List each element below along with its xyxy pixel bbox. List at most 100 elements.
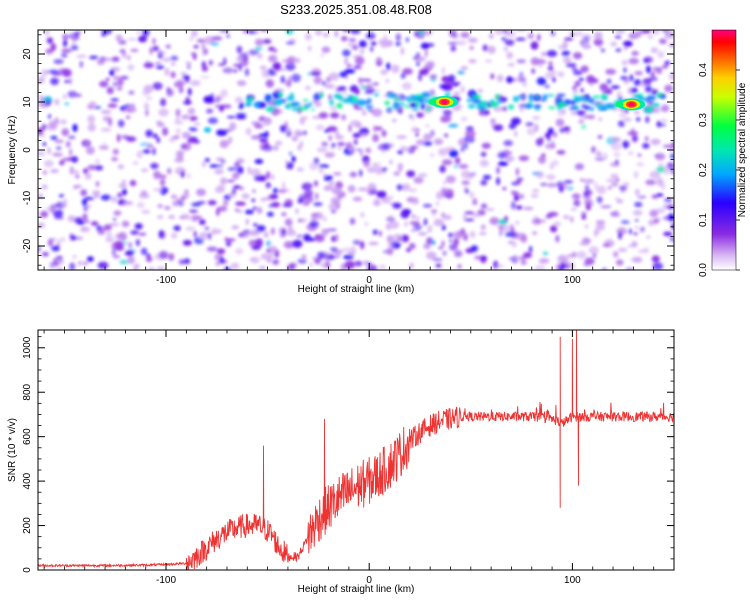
spectrogram-y-axis-label: Frequency (Hz) bbox=[7, 116, 18, 185]
heatmap-cell bbox=[643, 59, 649, 63]
heatmap-cell bbox=[87, 123, 96, 132]
heatmap-cell bbox=[198, 219, 206, 226]
heatmap-cell bbox=[381, 196, 391, 204]
heatmap-cell bbox=[512, 255, 519, 264]
heatmap-cell bbox=[67, 90, 78, 98]
heatmap-cell bbox=[348, 144, 354, 153]
heatmap-cell bbox=[188, 209, 198, 214]
heatmap-cell bbox=[588, 246, 599, 255]
heatmap-cell bbox=[563, 57, 572, 64]
heatmap-cell bbox=[445, 175, 456, 184]
heatmap-cell bbox=[532, 231, 538, 235]
heatmap-cell bbox=[211, 36, 223, 41]
heatmap-cell bbox=[133, 263, 140, 270]
heatmap-cell bbox=[457, 264, 462, 269]
heatmap-cell bbox=[542, 251, 549, 256]
spectral-peak bbox=[428, 96, 459, 108]
heatmap-cell bbox=[207, 117, 218, 124]
heatmap-cell bbox=[584, 199, 593, 206]
heatmap-cell bbox=[310, 215, 317, 222]
heatmap-cell bbox=[252, 30, 260, 34]
heatmap-cell bbox=[506, 51, 514, 60]
heatmap-cell bbox=[633, 170, 639, 179]
heatmap-cell bbox=[94, 165, 104, 171]
heatmap-cell bbox=[595, 224, 606, 231]
heatmap-cell bbox=[127, 55, 131, 61]
heatmap-cell bbox=[573, 88, 578, 94]
heatmap-cell bbox=[633, 232, 638, 236]
heatmap-cell bbox=[376, 56, 382, 63]
heatmap-cell bbox=[259, 139, 267, 143]
heatmap-cell bbox=[555, 118, 565, 127]
signal-cell bbox=[648, 106, 653, 112]
heatmap-cell bbox=[645, 116, 650, 124]
heatmap-cell bbox=[425, 124, 430, 128]
heatmap-cell bbox=[432, 211, 436, 217]
heatmap-cell bbox=[136, 30, 141, 35]
heatmap-cell bbox=[150, 162, 159, 170]
heatmap-cell bbox=[220, 89, 228, 98]
heatmap-cell bbox=[580, 211, 588, 215]
heatmap-cell bbox=[178, 86, 184, 94]
heatmap-cell bbox=[45, 48, 54, 54]
signal-cell bbox=[646, 95, 657, 101]
signal-cell bbox=[528, 104, 535, 108]
heatmap-cell bbox=[360, 48, 365, 55]
heatmap-cell bbox=[136, 150, 143, 159]
heatmap-cell bbox=[442, 181, 447, 185]
heatmap-cell bbox=[286, 161, 294, 170]
heatmap-cell bbox=[67, 157, 77, 161]
heatmap-cell bbox=[208, 232, 212, 240]
heatmap-cell bbox=[112, 148, 119, 155]
heatmap-cell bbox=[158, 108, 169, 117]
heatmap-cell bbox=[108, 118, 113, 127]
heatmap-cell bbox=[519, 193, 525, 200]
heatmap-cell bbox=[661, 104, 669, 111]
heatmap-cell bbox=[665, 204, 674, 210]
heatmap-cell bbox=[606, 78, 612, 84]
heatmap-cell bbox=[328, 94, 332, 101]
heatmap-cell bbox=[381, 167, 388, 172]
heatmap-cell bbox=[438, 246, 443, 250]
heatmap-cell bbox=[158, 250, 169, 260]
heatmap-cell bbox=[416, 61, 420, 67]
heatmap-cell bbox=[573, 52, 583, 60]
heatmap-cell bbox=[542, 219, 546, 223]
heatmap-cell bbox=[534, 264, 546, 270]
heatmap-cell bbox=[191, 30, 198, 38]
heatmap-cell bbox=[448, 149, 459, 158]
heatmap-cell bbox=[389, 159, 393, 165]
heatmap-cell bbox=[110, 98, 119, 102]
heatmap-cell bbox=[460, 31, 470, 39]
heatmap-cell bbox=[155, 65, 165, 69]
signal-cell bbox=[253, 101, 261, 108]
signal-cell bbox=[358, 103, 365, 107]
heatmap-cell bbox=[331, 186, 342, 195]
heatmap-cell bbox=[214, 229, 222, 234]
heatmap-cell bbox=[453, 238, 460, 246]
heatmap-cell bbox=[110, 196, 118, 203]
heatmap-cell bbox=[573, 199, 581, 207]
heatmap-cell bbox=[631, 51, 639, 56]
heatmap-cell bbox=[429, 89, 436, 96]
heatmap-cell bbox=[408, 188, 417, 193]
heatmap-cell bbox=[439, 84, 448, 89]
heatmap-cell bbox=[45, 99, 52, 106]
heatmap-cell bbox=[662, 144, 673, 148]
heatmap-cell bbox=[644, 136, 649, 142]
signal-cell bbox=[575, 96, 584, 101]
heatmap-cell bbox=[80, 189, 88, 197]
heatmap-cell bbox=[219, 139, 229, 149]
heatmap-cell bbox=[352, 45, 359, 50]
heatmap-cell bbox=[547, 127, 554, 135]
heatmap-cell bbox=[328, 255, 340, 259]
heatmap-cell bbox=[62, 68, 72, 78]
heatmap-cell bbox=[157, 215, 164, 219]
heatmap-cell bbox=[44, 30, 50, 37]
heatmap-cell bbox=[580, 178, 585, 182]
heatmap-cell bbox=[399, 234, 408, 243]
heatmap-cell bbox=[162, 187, 169, 194]
signal-cell bbox=[489, 99, 495, 104]
heatmap-cell bbox=[97, 227, 106, 236]
heatmap-cell bbox=[46, 37, 54, 44]
